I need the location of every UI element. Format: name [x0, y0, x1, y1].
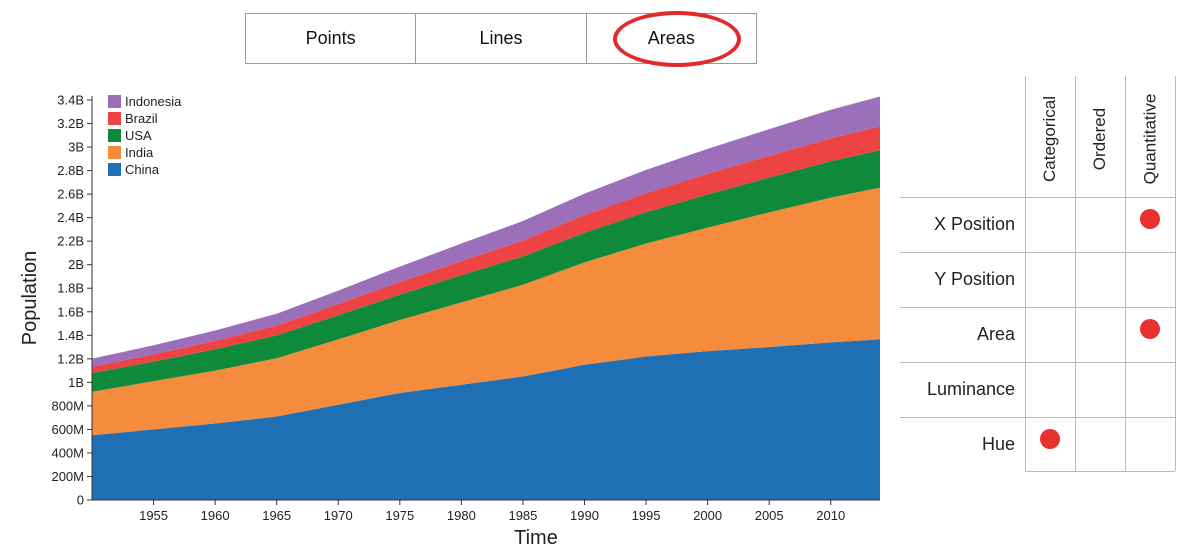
y-tick-label: 400M	[51, 445, 84, 460]
tab-lines[interactable]: Lines	[415, 14, 585, 63]
y-tick-label: 3.4B	[57, 93, 84, 108]
row-label-area: Area	[976, 324, 1015, 344]
y-tick-label: 1.4B	[57, 328, 84, 343]
area-india	[92, 187, 880, 436]
x-tick-label: 2000	[693, 508, 722, 523]
x-tick-label: 1975	[385, 508, 414, 523]
legend-label-brazil: Brazil	[125, 111, 158, 126]
column-header-categorical: Categorical	[1040, 96, 1059, 182]
y-tick-label: 2.2B	[57, 234, 84, 249]
x-tick-label: 1960	[201, 508, 230, 523]
x-tick-label: 2010	[816, 508, 845, 523]
area-brazil	[92, 126, 880, 374]
y-tick-label: 3B	[68, 140, 84, 155]
x-tick-label: 1980	[447, 508, 476, 523]
y-tick-label: 2.4B	[57, 210, 84, 225]
tab-label: Areas	[647, 28, 695, 48]
encoding-matrix: Categorical Ordered Quantitative X Posit…	[900, 76, 1176, 472]
matrix-divider	[1075, 76, 1076, 471]
row-label-y-position: Y Position	[934, 269, 1015, 289]
y-tick-label: 600M	[51, 422, 84, 437]
tab-points[interactable]: Points	[246, 14, 415, 63]
legend-swatch-indonesia	[108, 95, 121, 108]
row-label-hue: Hue	[981, 434, 1015, 454]
legend-label-india: India	[125, 145, 154, 160]
chart-type-tabs: Points Lines Areas	[245, 11, 757, 67]
y-tick-label: 200M	[51, 469, 84, 484]
mark-dot	[1140, 319, 1160, 339]
column-header-quantitative: Quantitative	[1140, 93, 1160, 185]
y-tick-label: 1.6B	[57, 304, 84, 319]
row-label-x-position: X Position	[933, 214, 1015, 234]
x-tick-label: 1990	[570, 508, 599, 523]
legend-label-china: China	[125, 162, 160, 177]
x-tick-label: 1955	[139, 508, 168, 523]
area-indonesia	[92, 96, 880, 367]
mark-dot	[1040, 429, 1060, 449]
tab-areas[interactable]: Areas	[585, 11, 756, 67]
legend-swatch-usa	[108, 129, 121, 142]
y-tick-label: 1B	[68, 375, 84, 390]
stacked-area-chart: 0 200M 400M 600M 800M 1B 1.2B 1.4B 1.6B 1.8B 2B 2.2…	[19, 93, 880, 549]
legend-swatch-india	[108, 146, 121, 159]
y-tick-label: 3.2B	[57, 116, 84, 131]
x-tick-label: 2005	[755, 508, 784, 523]
x-axis-title: Time	[514, 527, 558, 549]
matrix-divider	[1025, 76, 1026, 471]
x-tick-label: 1970	[324, 508, 353, 523]
legend-label-usa: USA	[125, 128, 152, 143]
column-header-ordered: Ordered	[1090, 107, 1109, 171]
y-tick-label: 2.6B	[57, 187, 84, 202]
matrix-divider	[1025, 471, 1175, 472]
row-label-luminance: Luminance	[926, 379, 1015, 399]
matrix-divider	[900, 197, 1175, 198]
tab-label: Lines	[479, 28, 523, 48]
matrix-divider	[900, 362, 1175, 363]
legend-label-indonesia: Indonesia	[125, 94, 182, 109]
area-china	[92, 339, 880, 500]
y-tick-label: 0	[77, 493, 84, 508]
matrix-divider	[1175, 76, 1176, 471]
tab-label: Points	[305, 28, 356, 48]
area-usa	[92, 150, 880, 392]
x-tick-label: 1965	[262, 508, 291, 523]
x-tick-label: 1995	[632, 508, 661, 523]
y-tick-label: 2.8B	[57, 163, 84, 178]
x-tick-label: 1985	[508, 508, 537, 523]
legend-swatch-brazil	[108, 112, 121, 125]
y-tick-label: 800M	[51, 398, 84, 413]
matrix-divider	[1125, 76, 1126, 471]
legend-swatch-china	[108, 163, 121, 176]
y-axis-title: Population	[19, 251, 41, 346]
matrix-divider	[900, 417, 1175, 418]
matrix-divider	[900, 252, 1175, 253]
mark-dot	[1140, 209, 1160, 229]
matrix-divider	[900, 307, 1175, 308]
y-tick-label: 2B	[68, 257, 84, 272]
y-tick-label: 1.8B	[57, 281, 84, 296]
y-tick-label: 1.2B	[57, 351, 84, 366]
